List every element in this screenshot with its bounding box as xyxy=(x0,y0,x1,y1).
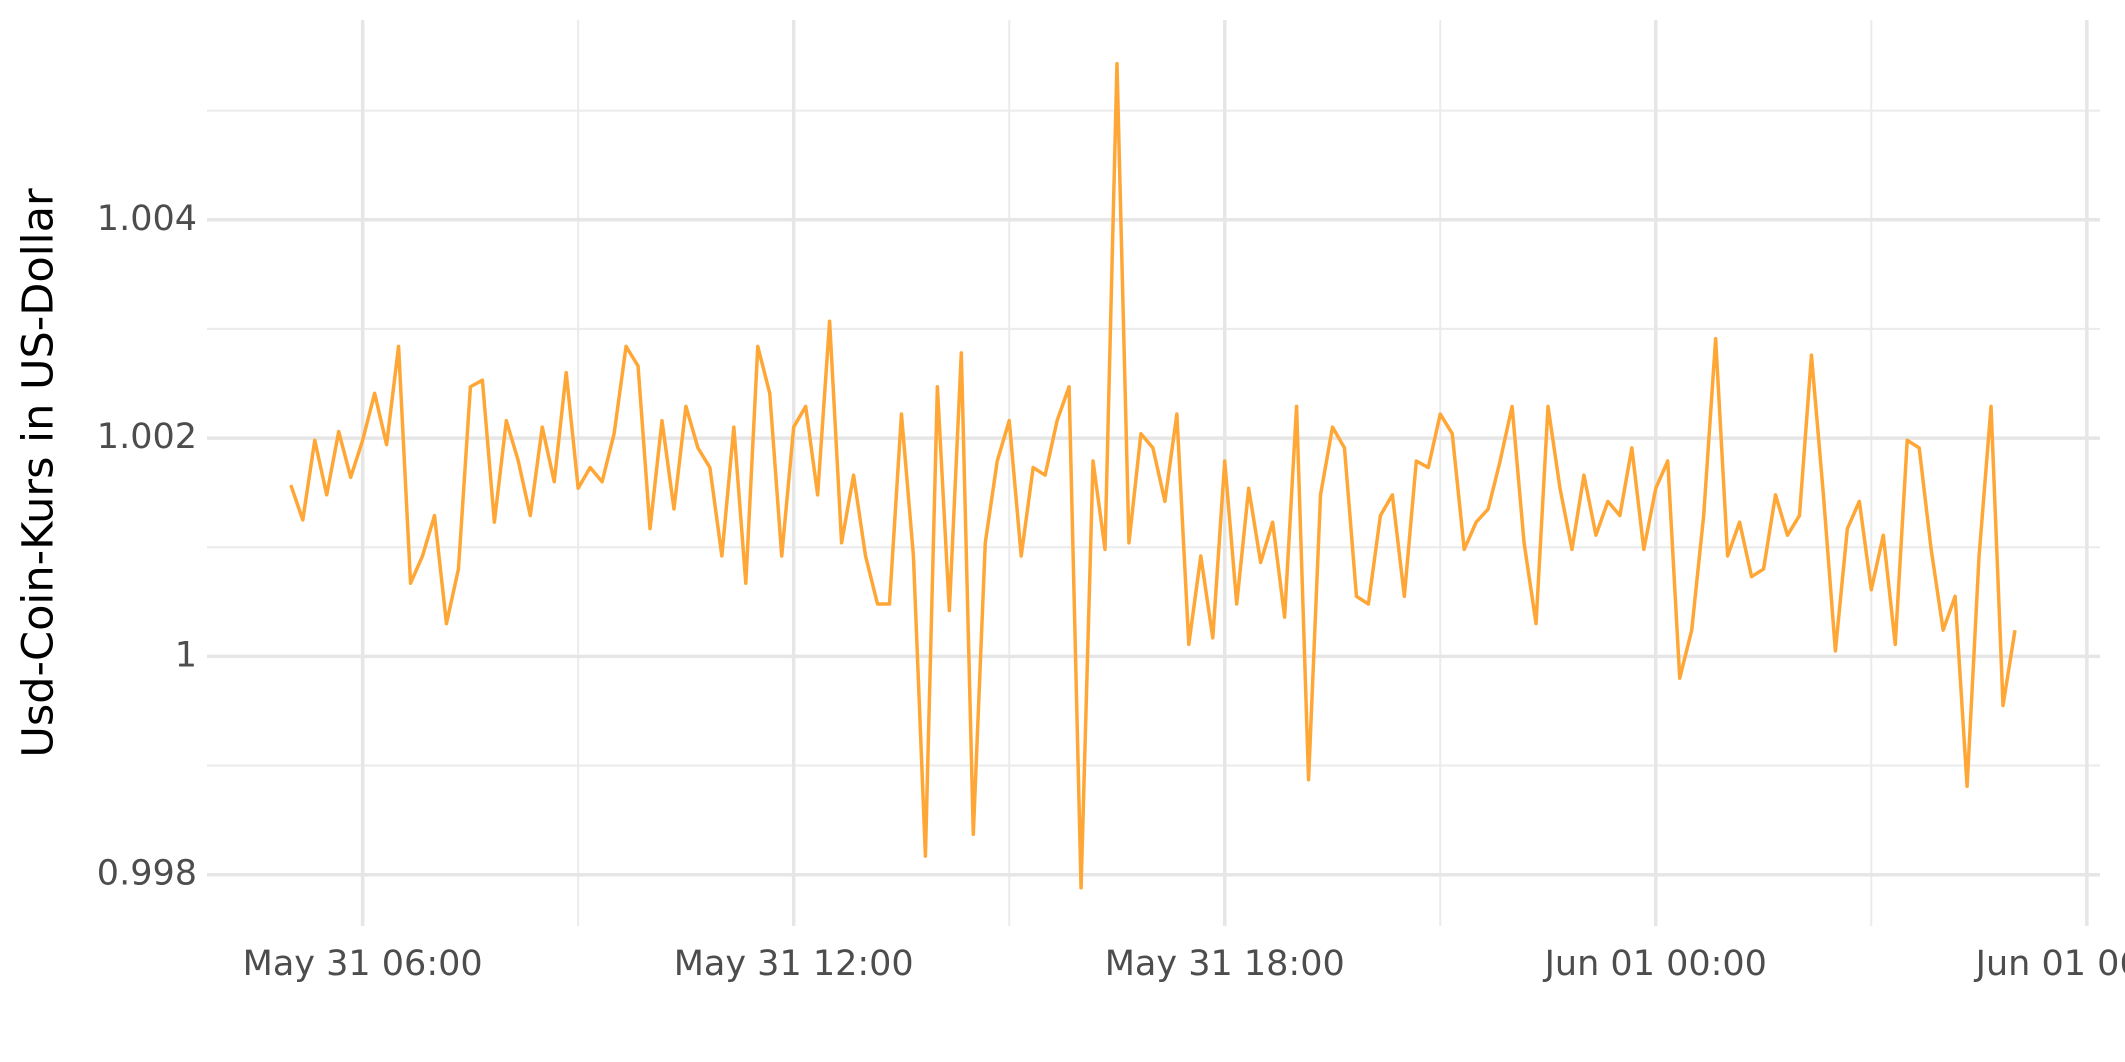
data-line xyxy=(289,61,2017,890)
x-tick-label: Jun 01 06:00 xyxy=(1974,944,2125,984)
y-tick-label: 1.004 xyxy=(97,199,197,239)
x-tick-label: May 31 12:00 xyxy=(674,944,914,984)
y-axis-title: Usd-Coin-Kurs in US-Dollar xyxy=(14,188,64,758)
x-tick-label: May 31 06:00 xyxy=(243,944,483,984)
y-tick-label: 1.002 xyxy=(97,417,197,457)
y-tick-label: 1 xyxy=(175,635,197,675)
y-tick-label: 0.998 xyxy=(97,854,197,894)
x-tick-label: May 31 18:00 xyxy=(1105,944,1345,984)
x-tick-label: Jun 01 00:00 xyxy=(1543,944,1767,984)
